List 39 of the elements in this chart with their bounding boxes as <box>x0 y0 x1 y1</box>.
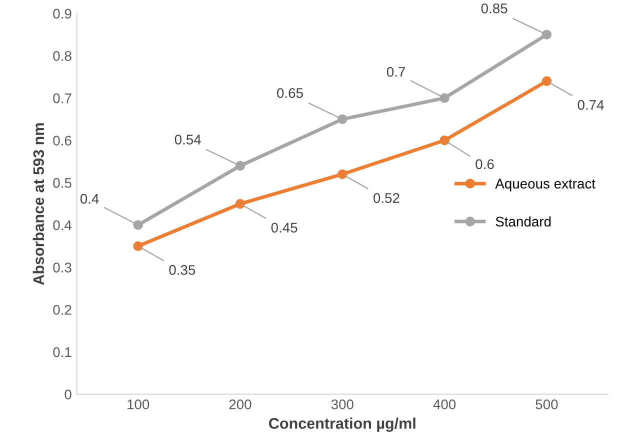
x-axis-title: Concentration µg/ml <box>269 418 416 432</box>
y-tick-label: 0.8 <box>53 51 72 61</box>
data-label: 0.45 <box>271 222 298 233</box>
x-tick-label: 100 <box>128 399 150 410</box>
data-label: 0.6 <box>476 159 494 170</box>
y-tick-label: 0.5 <box>53 178 72 188</box>
y-tick-label: 0.9 <box>53 8 72 19</box>
legend-label: Aqueous extract <box>495 178 596 192</box>
x-tick-label: 200 <box>229 399 252 410</box>
data-label: 0.85 <box>481 3 508 14</box>
y-tick-label: 0.7 <box>53 93 72 104</box>
x-tick-label: 400 <box>433 399 456 410</box>
point <box>133 220 143 230</box>
legend-label: Standard <box>496 216 551 227</box>
point <box>440 93 450 103</box>
point <box>235 198 246 209</box>
data-label: 0.74 <box>578 100 604 110</box>
y-tick-label: 0.1 <box>53 347 72 358</box>
x-tick-label: 500 <box>536 399 558 410</box>
point <box>338 114 348 124</box>
point <box>235 160 246 171</box>
data-label: 0.4 <box>80 194 99 204</box>
data-label: 0.35 <box>169 265 196 275</box>
point <box>542 76 552 86</box>
point <box>440 136 450 146</box>
y-tick-label: 0.4 <box>53 220 72 230</box>
y-tick-label: 0.6 <box>53 136 72 146</box>
y-tick-label: 0.2 <box>53 304 72 315</box>
x-tick-label: 300 <box>331 399 354 410</box>
data-label: 0.65 <box>277 88 303 98</box>
point <box>338 169 348 180</box>
y-tick-label: 0.3 <box>53 262 72 272</box>
y-tick-label: 0 <box>64 390 72 400</box>
data-label: 0.7 <box>386 66 405 77</box>
data-label: 0.52 <box>374 193 400 203</box>
y-axis-title: Absorbance at 593 nm <box>32 123 44 285</box>
data-label: 0.54 <box>174 134 201 144</box>
point <box>542 30 552 40</box>
point <box>133 241 143 252</box>
